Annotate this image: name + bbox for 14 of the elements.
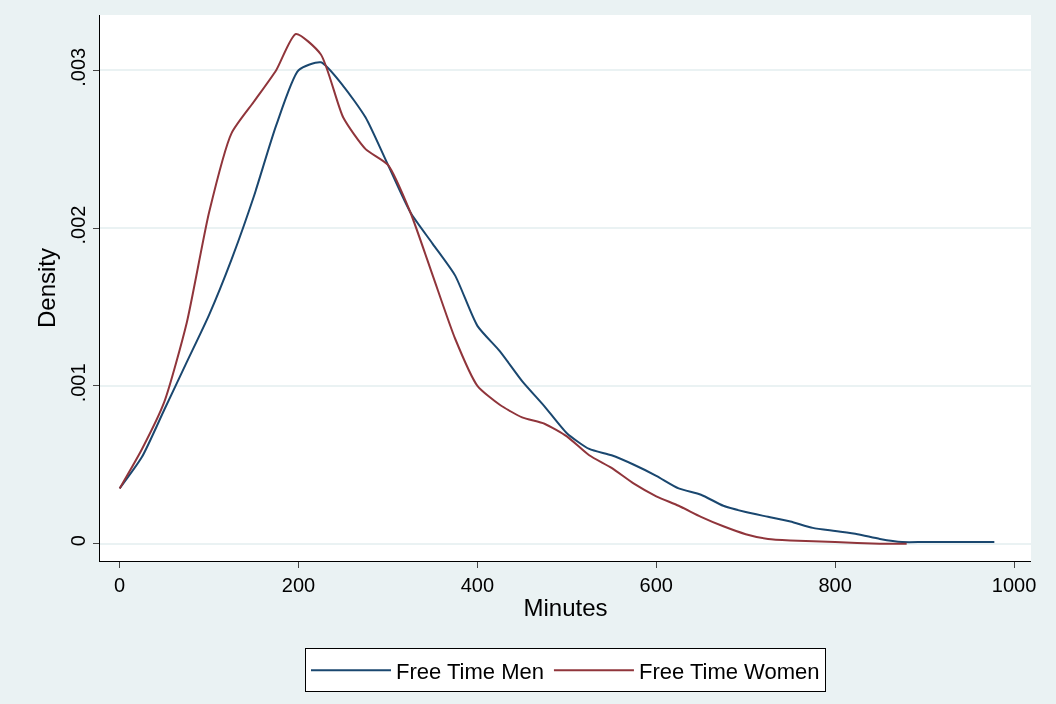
x-tick-label: 0 (114, 574, 126, 596)
y-tick-label: .003 (67, 47, 89, 87)
legend-label: Free Time Men (396, 658, 544, 684)
y-axis-title: Density (33, 247, 61, 329)
x-tick-label: 1000 (991, 574, 1037, 596)
y-tick-label: .001 (67, 363, 89, 403)
legend-label: Free Time Women (638, 658, 820, 684)
x-tick-label: 200 (281, 574, 316, 596)
y-tick-label: 0 (67, 535, 89, 547)
y-tick-label: .002 (67, 205, 89, 245)
x-axis-title: Minutes (523, 594, 608, 622)
x-tick-label: 800 (818, 574, 852, 596)
x-tick-label: 600 (639, 574, 673, 596)
x-tick-label: 400 (460, 574, 495, 596)
